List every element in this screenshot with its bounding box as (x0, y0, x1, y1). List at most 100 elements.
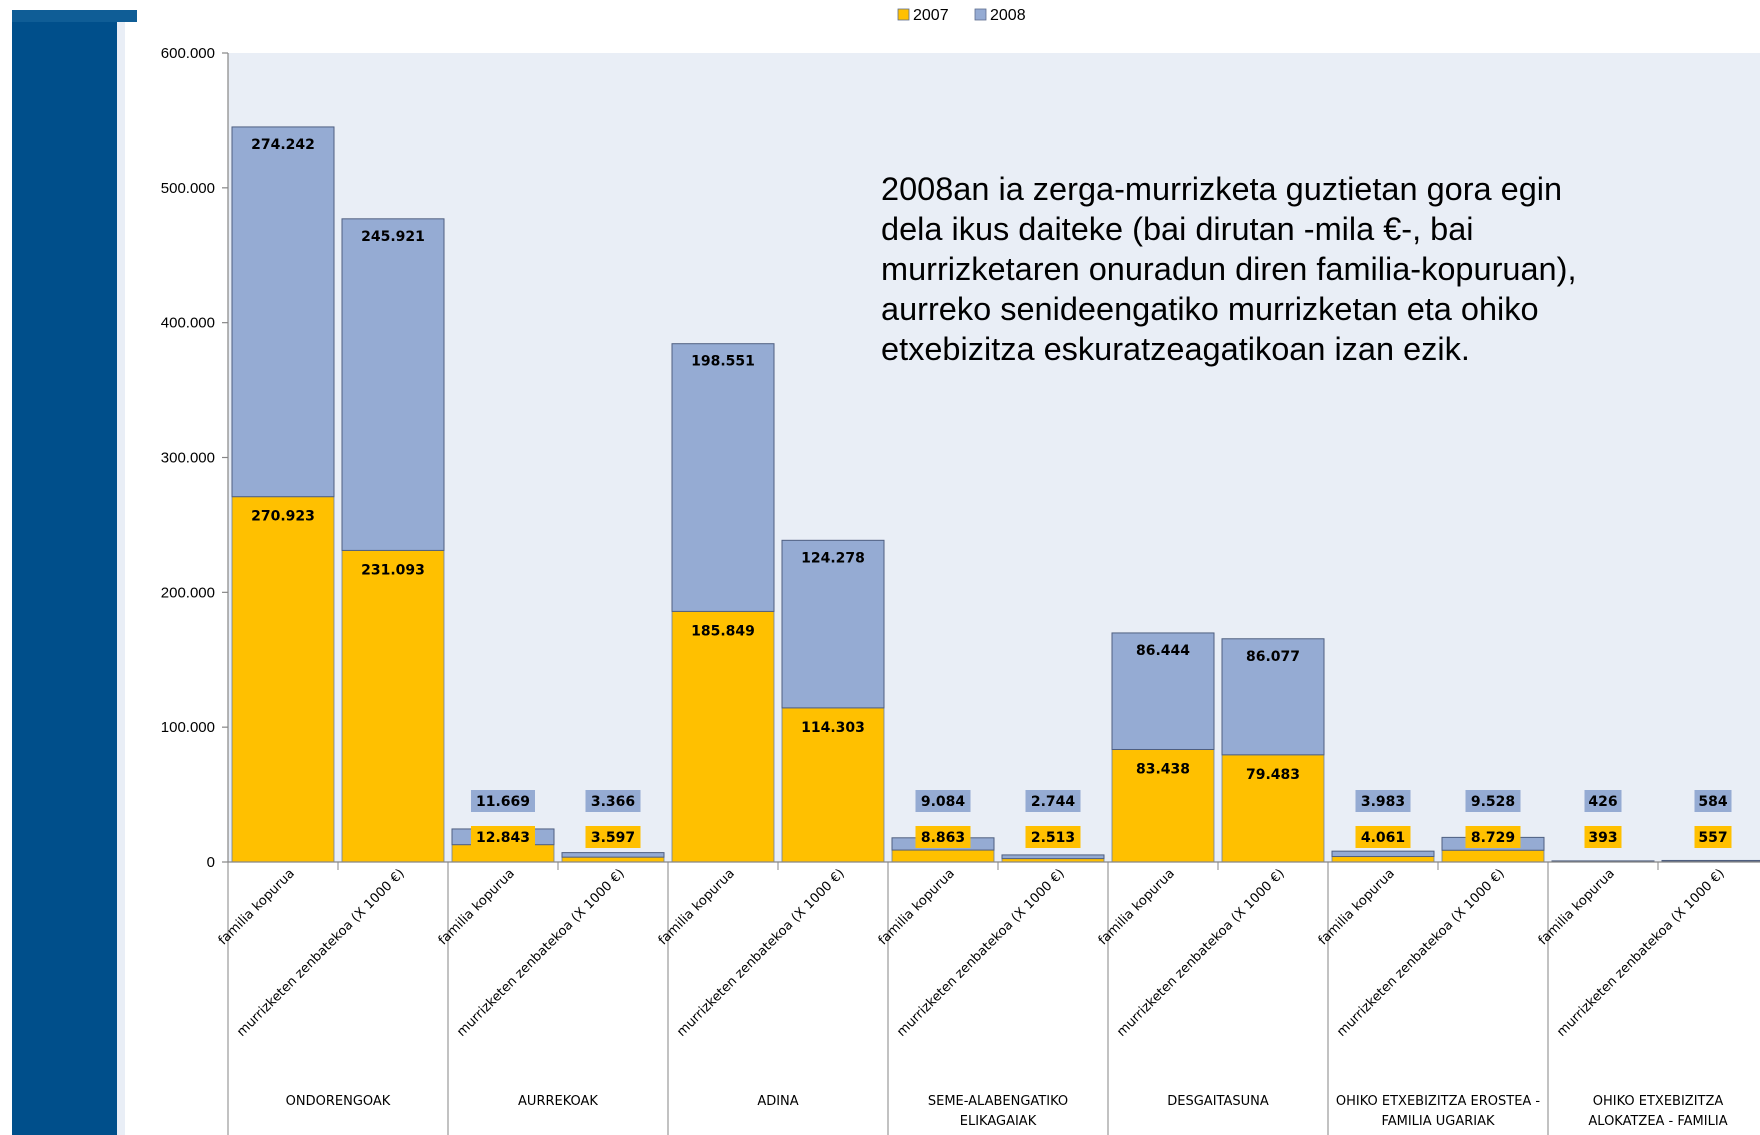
data-label-bg-2007 (915, 826, 971, 848)
legend-swatch-2007 (897, 8, 910, 21)
plot-area (228, 53, 1760, 862)
x-group-label: ALOKATZEA - FAMILIA (1588, 1114, 1727, 1129)
y-tick-label: 600.000 (161, 45, 215, 62)
left-decor-top (12, 10, 137, 22)
bar-2008 (1331, 850, 1435, 858)
bar-2008 (341, 218, 445, 551)
data-label-2008: 86.077 (1246, 649, 1300, 665)
data-label-2008: 426 (1588, 794, 1617, 810)
y-tick-label: 200.000 (161, 584, 215, 601)
y-tick-label: 300.000 (161, 450, 215, 467)
data-label-2007: 114.303 (801, 720, 865, 736)
bar-2008 (1221, 638, 1325, 756)
bar-2008 (1661, 859, 1760, 862)
left-decor-band (0, 0, 137, 1135)
bar-2007 (891, 849, 995, 863)
bar-2008 (1111, 632, 1215, 750)
data-label-2007: 2.513 (1031, 830, 1075, 846)
bar-2008 (1001, 854, 1105, 860)
y-tick-label: 0 (207, 854, 215, 871)
data-label-bg-2008 (1355, 790, 1411, 812)
x-group-label: DESGAITASUNA (1167, 1094, 1269, 1109)
data-label-bg-2008 (915, 790, 971, 812)
data-label-2008: 198.551 (691, 354, 755, 370)
bar-2008 (561, 852, 665, 858)
data-label-2007: 4.061 (1361, 830, 1405, 846)
legend: 2007 2008 (897, 7, 1026, 24)
data-label-2007: 557 (1698, 830, 1727, 846)
bar-2007 (231, 496, 335, 863)
bar-2007 (671, 611, 775, 863)
data-label-2008: 11.669 (476, 794, 530, 810)
data-label-bg-2007 (1694, 826, 1732, 848)
annotation-line: murrizketaren onuradun diren familia-kop… (881, 251, 1576, 287)
data-label-2008: 245.921 (361, 229, 425, 245)
x-group-label: AURREKOAK (518, 1094, 598, 1109)
data-label-bg-2007 (471, 826, 535, 848)
data-label-2007: 83.438 (1136, 761, 1190, 777)
bar-2008 (1551, 860, 1655, 862)
annotation-line: dela ikus daiteke (bai dirutan -mila €-,… (881, 211, 1474, 247)
data-label-2008: 86.444 (1136, 643, 1190, 659)
annotation-line: etxebizitza eskuratzeagatikoan izan ezik… (881, 331, 1470, 367)
data-label-2008: 274.242 (251, 137, 315, 153)
data-label-bg-2007 (585, 826, 641, 848)
data-label-bg-2007 (1355, 826, 1411, 848)
data-label-2008: 3.366 (591, 794, 635, 810)
legend-label-2008: 2008 (990, 7, 1026, 24)
bar-2008 (781, 539, 885, 709)
bar-2007 (1221, 754, 1325, 863)
data-label-2008: 2.744 (1031, 794, 1076, 810)
data-label-2008: 9.528 (1471, 794, 1515, 810)
y-tick-label: 400.000 (161, 315, 215, 332)
data-label-bg-2008 (1694, 790, 1732, 812)
x-group-label: FAMILIA UGARIAK (1381, 1114, 1495, 1129)
bar-2007 (1111, 749, 1215, 863)
x-group-label: ONDORENGOAK (286, 1094, 391, 1109)
x-group-label: SEME-ALABENGATIKO (928, 1094, 1068, 1109)
annotation: 2008an ia zerga-murrizketa guztietan gor… (881, 171, 1576, 367)
data-label-2008: 124.278 (801, 550, 865, 566)
data-label-bg-2007 (1584, 826, 1622, 848)
data-label-bg-2008 (1465, 790, 1521, 812)
data-label-2008: 584 (1698, 794, 1727, 810)
bar-2008 (671, 343, 775, 612)
data-label-2007: 231.093 (361, 562, 425, 578)
data-label-2007: 12.843 (476, 830, 530, 846)
data-label-2007: 8.729 (1471, 830, 1515, 846)
bar-2007 (1441, 849, 1545, 863)
left-decor-strip (117, 10, 125, 1135)
data-label-2007: 185.849 (691, 623, 755, 639)
bar-2007 (561, 856, 665, 863)
left-decor-dark (12, 10, 117, 1135)
x-group-label: OHIKO ETXEBIZITZA (1593, 1094, 1724, 1109)
bar-2007 (341, 550, 445, 863)
annotation-line: aurreko senideengatiko murrizketan eta o… (881, 291, 1539, 327)
legend-label-2007: 2007 (913, 7, 949, 24)
bar-2008 (231, 126, 335, 498)
y-tick-label: 500.000 (161, 180, 215, 197)
data-label-2007: 270.923 (251, 509, 315, 525)
data-label-bg-2008 (471, 790, 535, 812)
data-labels: 274.242 270.923 245.921 231.093 11.669 12.843… (251, 137, 1732, 848)
data-label-bg-2007 (1025, 826, 1081, 848)
x-group-label: ELIKAGAIAK (960, 1114, 1037, 1129)
data-label-2007: 393 (1588, 830, 1617, 846)
x-group-label: ADINA (757, 1094, 798, 1109)
data-label-bg-2008 (1584, 790, 1622, 812)
data-label-bg-2008 (585, 790, 641, 812)
data-label-2007: 8.863 (921, 830, 965, 846)
data-label-2008: 3.983 (1361, 794, 1405, 810)
x-group-label: OHIKO ETXEBIZITZA EROSTEA - (1336, 1094, 1541, 1109)
bar-2007 (1331, 856, 1435, 863)
legend-swatch-2008 (974, 8, 987, 21)
data-label-2007: 3.597 (591, 830, 635, 846)
axes: 0 100.000 200.000 300.000 400.000 500.000 600.… (161, 45, 1760, 1135)
bars (231, 126, 1760, 863)
data-label-2007: 79.483 (1246, 767, 1300, 783)
data-label-bg-2008 (1025, 790, 1081, 812)
annotation-line: 2008an ia zerga-murrizketa guztietan gor… (881, 171, 1562, 207)
y-tick-label: 100.000 (161, 719, 215, 736)
